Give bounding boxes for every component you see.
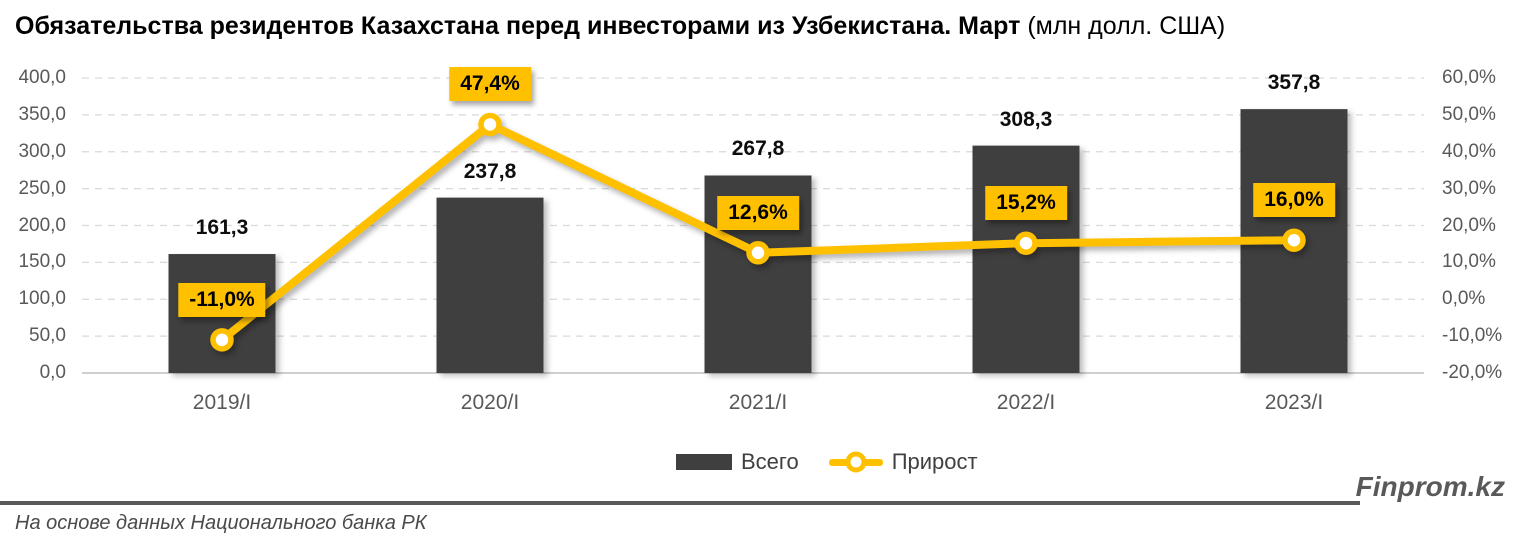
bar-value-label: 308,3	[999, 107, 1053, 131]
right-axis-tick: 0,0%	[1442, 288, 1486, 310]
right-axis-tick: 40,0%	[1442, 140, 1496, 162]
left-axis-tick: 350,0	[18, 103, 66, 125]
right-axis-tick: 50,0%	[1442, 103, 1496, 125]
legend: Всего Прирост	[676, 449, 978, 475]
legend-bar-swatch-icon	[676, 454, 732, 470]
right-axis-tick: 20,0%	[1442, 214, 1496, 236]
x-axis-category: 2019/I	[192, 391, 252, 414]
bar-2022/I	[972, 145, 1080, 373]
line-marker-2023/I	[1282, 228, 1306, 252]
source-note: На основе данных Национального банка РК	[15, 512, 427, 534]
bar-2020/I	[436, 197, 544, 373]
line-series	[210, 112, 1306, 352]
x-axis-category: 2023/I	[1264, 391, 1324, 414]
right-axis-tick: 60,0%	[1442, 67, 1496, 88]
legend-line-label: Прирост	[891, 449, 978, 474]
left-axis-tick: 150,0	[18, 251, 66, 273]
legend-line-marker-icon	[845, 451, 867, 473]
brand-logo: Finprom.kz	[1355, 471, 1505, 502]
right-axis-tick: 10,0%	[1442, 251, 1496, 273]
left-axis-tick: 300,0	[18, 140, 66, 162]
line-marker-2019/I	[210, 328, 234, 352]
growth-label: 47,4%	[449, 67, 531, 102]
bar-value-label: 357,8	[1267, 71, 1321, 95]
growth-label: 16,0%	[1253, 183, 1335, 218]
x-axis-category: 2022/I	[996, 391, 1056, 414]
x-axis-category: 2020/I	[460, 391, 520, 414]
growth-label: 12,6%	[717, 195, 799, 230]
right-axis-tick: -20,0%	[1442, 362, 1503, 383]
bar-value-label: 267,8	[731, 137, 785, 161]
bar-value-label: 237,8	[463, 159, 517, 183]
line-marker-2021/I	[746, 241, 770, 265]
left-axis-tick: 200,0	[18, 214, 66, 236]
footer-rule	[0, 501, 1360, 505]
legend-line-swatch-icon	[828, 451, 883, 473]
line-marker-2022/I	[1014, 231, 1038, 255]
bar-value-label: 161,3	[195, 216, 249, 240]
right-axis-tick: -10,0%	[1442, 325, 1503, 347]
left-axis-tick: 250,0	[18, 177, 66, 199]
left-axis-tick: 0,0	[39, 362, 66, 383]
left-axis-tick: 400,0	[18, 67, 66, 88]
x-axis-category: 2021/I	[728, 391, 788, 414]
left-axis-tick: 100,0	[18, 288, 66, 310]
chart-title-unit: (млн долл. США)	[1027, 12, 1226, 40]
right-axis-tick: 30,0%	[1442, 177, 1496, 199]
chart-title-main: Обязательства резидентов Казахстана пере…	[15, 12, 1021, 40]
legend-bar-label: Всего	[741, 449, 799, 474]
growth-label: -11,0%	[178, 282, 266, 317]
growth-label: 15,2%	[985, 186, 1067, 221]
left-axis-tick: 50,0	[29, 325, 66, 347]
chart-title: Обязательства резидентов Казахстана пере…	[15, 12, 1225, 41]
line-marker-2020/I	[478, 112, 502, 137]
